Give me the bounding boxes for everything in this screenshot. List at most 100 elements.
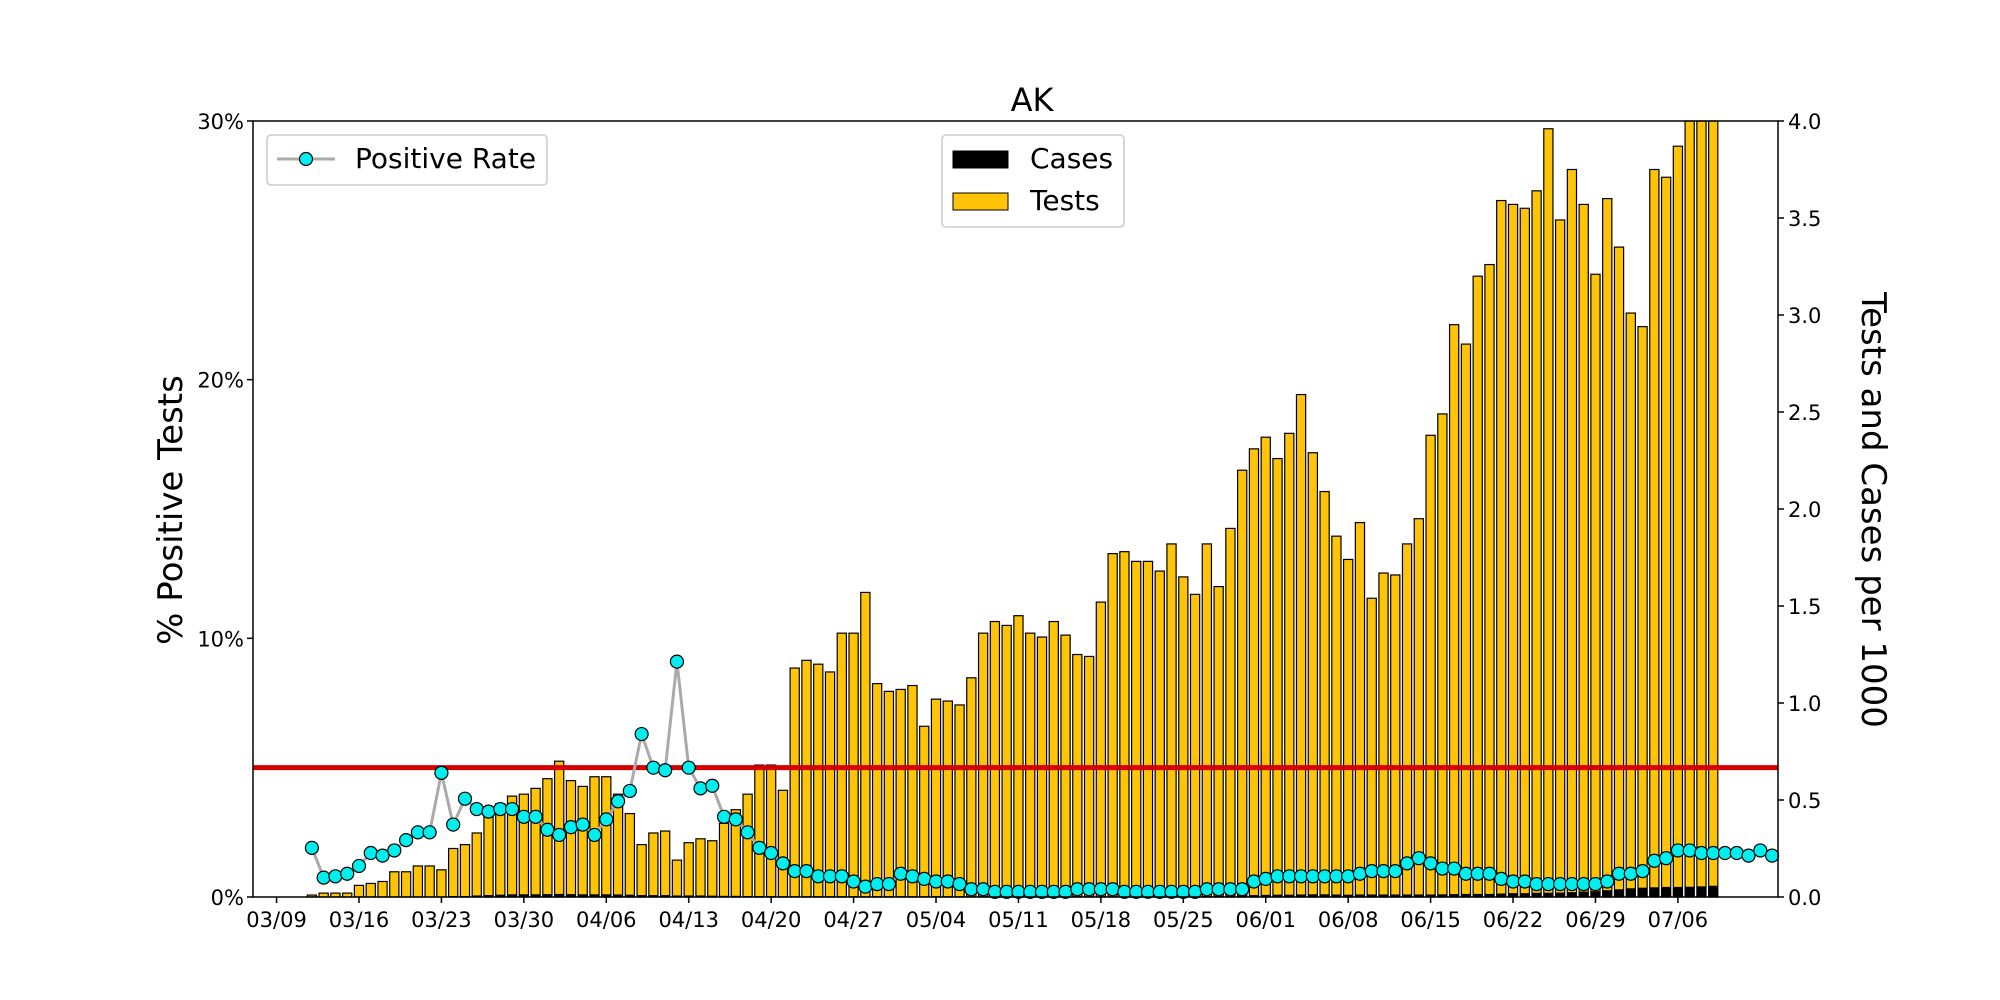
legend-box [266,134,548,186]
tests-bar [1448,324,1460,898]
cases-bar [1355,894,1365,897]
positive-rate-point [1706,845,1721,861]
tests-bar [1472,275,1483,898]
positive-rate-point [599,812,614,827]
cases-bar [1461,893,1471,897]
x-tick-label: 03/09 [246,908,307,932]
tests-bar [1131,560,1142,898]
positive-rate-point [1694,845,1709,861]
positive-rate-point [1364,864,1379,879]
cases-bar [566,894,576,897]
cases-bar [1402,894,1412,897]
cases-bar [625,894,635,897]
tests-bar [1437,413,1448,898]
tests-bar [860,591,871,898]
positive-rate-point [1765,848,1780,863]
tests-bar [966,677,977,898]
y-right-tick-label: 3.0 [1788,304,1821,328]
tests-bar [1413,518,1425,898]
tests-bar [495,803,506,898]
x-tick-label: 03/23 [411,908,472,932]
cases-bar [672,895,682,897]
tests-bar [412,865,424,898]
positive-rate-point [1223,882,1238,897]
positive-rate-point [316,870,331,885]
positive-rate-point [917,871,932,886]
tests-bar [1484,263,1495,898]
tests-bar [1696,120,1707,898]
tests-bar [659,830,671,898]
tests-bar [1189,593,1201,898]
positive-rate-point [328,869,343,884]
tests-bar [1107,553,1118,898]
positive-rate-point [881,876,897,892]
positive-rate-point [740,825,755,840]
x-tick-label: 06/29 [1565,908,1626,932]
positive-rate-point [1482,866,1497,881]
tests-bar [1566,168,1578,898]
positive-rate-point [469,801,484,817]
tests-bar [624,812,636,898]
y-axis-left-label: % Positive Tests [151,375,191,645]
tests-bar [824,671,836,898]
tests-bar [671,859,683,898]
positive-rate-point [1470,866,1485,881]
positive-rate-point [1435,861,1450,876]
x-tick-label: 04/20 [741,908,802,932]
positive-rate-point [1458,866,1474,881]
cases-bar [1437,894,1447,897]
tests-bar [883,690,895,898]
y-left-tick-label: 20% [197,369,244,393]
tests-bar [1083,655,1095,898]
tests-bar [1625,312,1636,898]
y-right-tick-label: 1.0 [1788,692,1821,716]
legend-cases-tests: Cases Tests [941,134,1125,228]
positive-rate-point [587,827,602,843]
tests-bar [542,778,553,898]
tests-bar [1331,535,1342,898]
positive-rate-point [1564,876,1580,892]
positive-rate-point [516,809,531,824]
tests-bar [1378,572,1389,898]
positive-rate-point [540,822,555,837]
tests-bar [1672,145,1684,898]
cases-bar [1367,894,1377,897]
positive-rate-point [1305,869,1320,884]
cases-bar [507,894,517,897]
positive-rate-point [799,864,814,879]
positive-rate-point [575,817,590,832]
cases-bar [1331,894,1341,897]
positive-rate-point [304,840,319,855]
positive-rate-point [610,794,626,809]
positive-rate-point [870,876,885,892]
cases-bar [1261,894,1271,897]
tests-bar [459,844,471,898]
tests-bar [1613,246,1625,898]
y-right-tick-label: 1.5 [1788,595,1821,619]
positive-rate-point [646,760,661,775]
cases-bar [578,894,588,897]
tests-bar [1684,120,1695,898]
cases-bar [1508,893,1518,897]
tests-bar [530,787,541,898]
positive-rate-point [1623,866,1638,881]
tests-bar [1507,203,1519,898]
cases-bar [1296,894,1306,897]
positive-rate-layer [304,654,1780,899]
positive-rate-point [1258,871,1273,886]
positive-rate-point [858,879,873,894]
cases-bar [1426,894,1436,897]
cases-bar [1626,888,1636,897]
positive-rate-point [1341,869,1356,884]
cases-bar [1579,891,1589,897]
x-tick-label: 05/11 [988,908,1049,932]
tests-bar [801,659,812,898]
tests-bar [1025,632,1036,898]
cases-bar [1378,894,1389,897]
positive-rate-point [1317,869,1332,884]
positive-rate-point [1553,876,1568,892]
positive-rate-point [764,845,779,861]
cases-bar [1555,892,1565,897]
tests-bar [1519,207,1531,898]
